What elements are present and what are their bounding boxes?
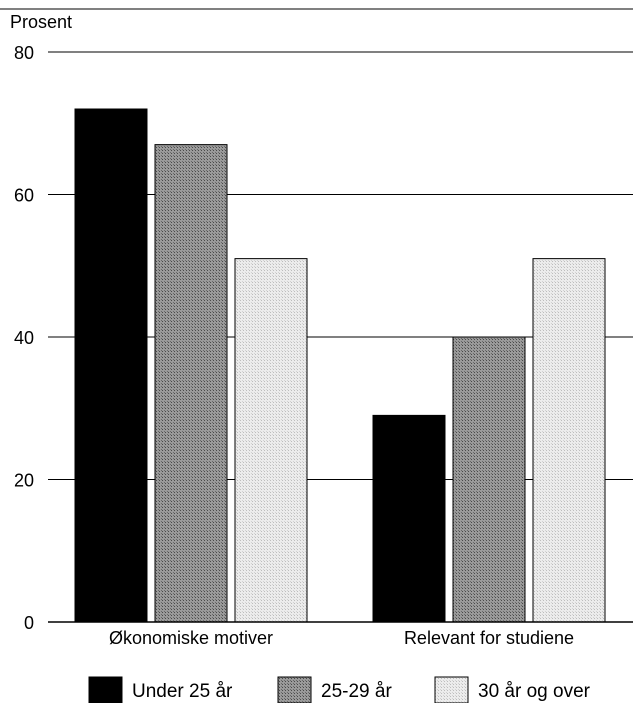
y-axis-label: Prosent [10,12,72,32]
legend-label: 30 år og over [478,681,591,702]
x-category-label: Relevant for studiene [404,628,574,648]
bar [234,258,308,623]
bar [74,108,148,623]
bar [372,414,446,623]
x-category-label: Økonomiske motiver [109,628,273,648]
legend-swatch [277,676,312,703]
y-tick-label: 80 [14,43,34,63]
y-tick-label: 20 [14,471,34,491]
bar [452,336,526,623]
legend-swatch [434,676,469,703]
legend-label: Under 25 år [132,681,233,702]
y-tick-label: 40 [14,328,34,348]
bars [74,108,606,623]
legend-label: 25-29 år [321,681,392,702]
y-tick-label: 60 [14,186,34,206]
bar [532,258,606,623]
bar [154,144,228,623]
axes: 0 20 40 60 80 Økonomiske motiver Relevant for … [0,8,633,648]
legend: Under 25 år 25-29 år 30 år og over [88,676,591,703]
legend-swatch [88,676,123,703]
y-tick-label: 0 [24,613,34,633]
